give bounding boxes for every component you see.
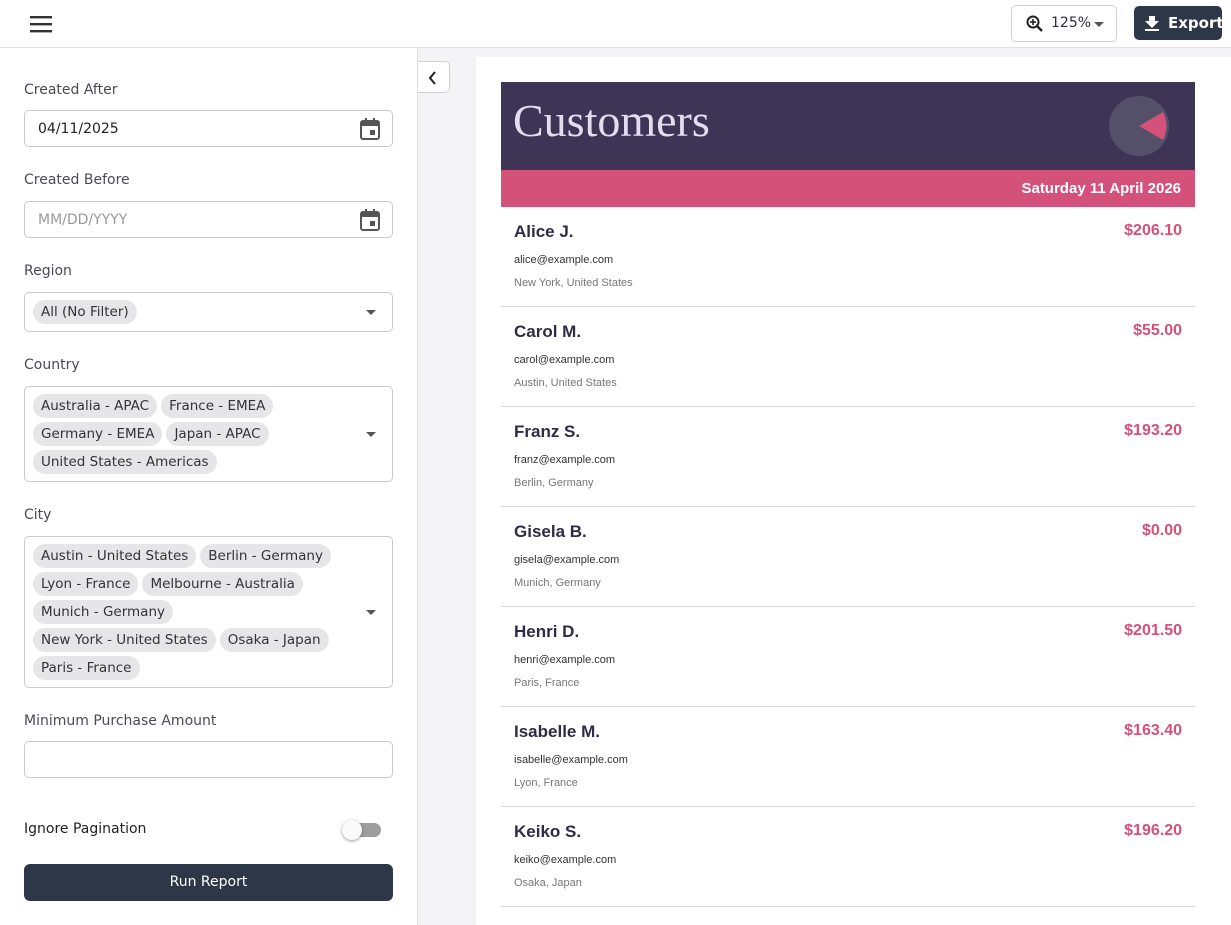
chip[interactable]: Munich - Germany [33, 600, 173, 624]
customer-email: carol@example.com [514, 354, 615, 366]
customer-amount: $196.20 [1124, 822, 1182, 839]
customer-row: Keiko S. $196.20 keiko@example.com Osaka, J… [501, 807, 1195, 907]
chip[interactable]: New York - United States [33, 628, 216, 652]
customer-amount: $201.50 [1124, 622, 1182, 639]
dropdown-arrow [1094, 22, 1104, 27]
chip[interactable]: Germany - EMEA [33, 422, 163, 446]
customer-email: keiko@example.com [514, 854, 617, 866]
zoom-value: 125% [1051, 15, 1092, 31]
multi-select[interactable]: Austin - United States Berlin - Germany Ly… [24, 536, 393, 688]
toggle[interactable] [342, 820, 381, 840]
field-label: Created Before [24, 172, 130, 188]
input-value: 04/11/2025 [38, 121, 119, 137]
customer-email: henri@example.com [514, 654, 616, 666]
customer-location: Berlin, Germany [514, 477, 594, 489]
chip[interactable]: Austin - United States [33, 544, 197, 568]
chip[interactable]: United States - Americas [33, 450, 217, 474]
chip[interactable]: Japan - APAC [166, 422, 269, 446]
customer-row: Alice J. $206.10 alice@example.com New York… [501, 207, 1195, 307]
customer-amount: $55.00 [1133, 322, 1182, 339]
customer-email: isabelle@example.com [514, 754, 628, 766]
customer-email: alice@example.com [514, 254, 614, 266]
run-button[interactable]: Run Report [24, 864, 393, 901]
customer-email: gisela@example.com [514, 554, 620, 566]
customer-amount: $206.10 [1124, 222, 1182, 239]
customer-row: Gisela B. $0.00 gisela@example.com Munich, … [501, 507, 1195, 607]
chip[interactable]: Osaka - Japan [219, 628, 329, 652]
chip[interactable]: Lyon - France [33, 572, 139, 596]
menu-button[interactable] [30, 14, 52, 34]
toggle-label: Ignore Pagination [24, 821, 147, 837]
customer-location: Munich, Germany [514, 577, 601, 589]
chip-list: Austin - United States Berlin - Germany Ly… [33, 544, 338, 680]
run-button-label: Run Report [169, 874, 248, 890]
customer-name: Isabelle M. [514, 722, 600, 741]
report-date: Saturday 11 April 2026 [1021, 180, 1181, 197]
customer-name: Henri D. [514, 622, 580, 641]
customer-row: Isabelle M. $163.40 isabelle@example.com Ly… [501, 707, 1195, 807]
chip-list: Australia - APAC France - EMEA Germany - E… [33, 394, 338, 474]
customer-name: Alice J. [514, 222, 574, 241]
multi-select[interactable]: Australia - APAC France - EMEA Germany - E… [24, 386, 393, 482]
export-button[interactable]: Export [1134, 6, 1224, 40]
chip[interactable]: Melbourne - Australia [142, 572, 303, 596]
input-placeholder: MM/DD/YYYY [38, 212, 128, 228]
dropdown-arrow [366, 310, 376, 315]
toggle-knob [342, 820, 362, 840]
customer-row: Henri D. $201.50 henri@example.com Paris, F… [501, 607, 1195, 707]
field-label: Minimum Purchase Amount [24, 713, 217, 729]
collapse-button[interactable] [418, 61, 450, 93]
customer-name: Keiko S. [514, 822, 582, 841]
field-label: Region [24, 263, 72, 279]
logo [1109, 96, 1169, 156]
report-header: Customers [501, 82, 1195, 170]
report-date-band: Saturday 11 April 2026 [501, 170, 1195, 207]
customer-name: Carol M. [514, 322, 582, 341]
chip[interactable]: Australia - APAC [33, 394, 158, 418]
date-input[interactable]: MM/DD/YYYY [24, 201, 393, 238]
customer-location: Lyon, France [514, 777, 578, 789]
customer-amount: $193.20 [1124, 422, 1182, 439]
customer-location: New York, United States [514, 277, 633, 289]
zoom-select[interactable]: 125% [1011, 5, 1117, 42]
chip[interactable]: All (No Filter) [33, 300, 137, 324]
customer-amount: $163.40 [1124, 722, 1182, 739]
chip[interactable]: France - EMEA [161, 394, 274, 418]
field-label: Country [24, 357, 80, 373]
chevron-left [428, 71, 436, 85]
dropdown-arrow [366, 432, 376, 437]
calendar-icon[interactable] [360, 118, 380, 140]
customer-location: Paris, France [514, 677, 580, 689]
customer-row: Carol M. $55.00 carol@example.com Austin, U… [501, 307, 1195, 407]
export-label: Export [1168, 14, 1224, 32]
field-label: Created After [24, 82, 118, 98]
date-input[interactable]: 04/11/2025 [24, 110, 393, 147]
customer-name: Franz S. [514, 422, 581, 441]
customer-amount: $0.00 [1141, 522, 1182, 539]
customer-location: Austin, United States [514, 377, 617, 389]
customer-name: Gisela B. [514, 522, 587, 541]
filter-panel: Created After 04/11/2025 Created Before MM/… [0, 48, 418, 925]
filter-form: Created After 04/11/2025 Created Before MM/… [0, 0, 417, 925]
chip[interactable]: Paris - France [33, 656, 140, 680]
report-title: Customers [513, 95, 710, 146]
chip-list: All (No Filter) [33, 300, 338, 324]
calendar-icon[interactable] [360, 209, 380, 231]
download-icon [1145, 16, 1159, 31]
multi-select[interactable]: All (No Filter) [24, 292, 393, 332]
dropdown-arrow [366, 610, 376, 615]
customer-email: franz@example.com [514, 454, 616, 466]
number-input[interactable] [24, 741, 393, 778]
field-label: City [24, 507, 52, 523]
customer-location: Osaka, Japan [514, 877, 582, 889]
chip[interactable]: Berlin - Germany [200, 544, 331, 568]
customer-row: Franz S. $193.20 franz@example.com Berlin, … [501, 407, 1195, 507]
toolbar: 125% Export [0, 0, 1231, 48]
zoom-icon [1026, 15, 1043, 32]
